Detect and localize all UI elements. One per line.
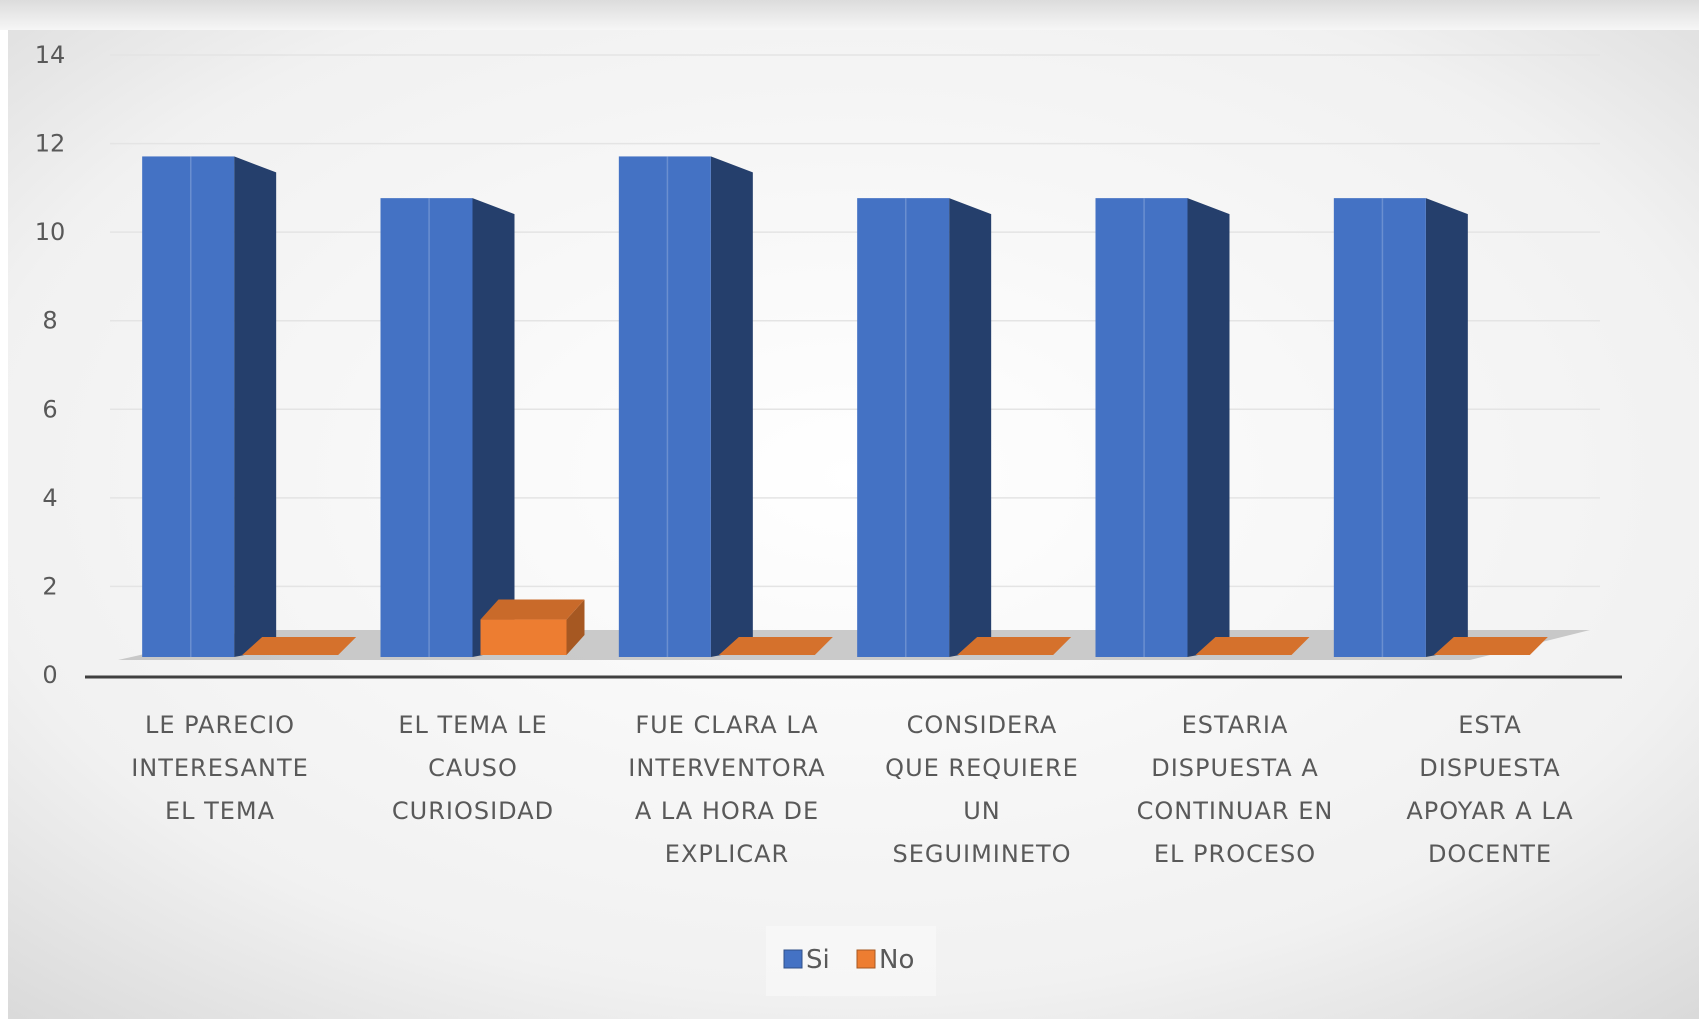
category-label-line: FUE CLARA LA: [635, 711, 818, 739]
legend: Si No: [766, 926, 936, 996]
category-label-line: CONSIDERA: [907, 711, 1058, 739]
bar-si-front: [857, 198, 950, 657]
bar-si-side: [234, 156, 277, 657]
category-label-line: UN: [963, 797, 1001, 825]
bar-si-highlight: [1381, 198, 1384, 657]
bar-si-front: [142, 156, 235, 657]
category-label-line: ESTARIA: [1182, 711, 1289, 739]
y-tick-label: 2: [42, 572, 57, 600]
category-label: LE PARECIO INTERESANTE EL TEMA: [131, 711, 309, 825]
bar-si-highlight: [1143, 198, 1145, 657]
bar-no: [718, 637, 833, 655]
bar-no-flat: [1195, 637, 1310, 655]
category-label: FUE CLARA LA INTERVENTORA A LA HORA DE EXPL…: [628, 711, 825, 868]
category-label-line: CAUSO: [428, 754, 518, 782]
category-label-line: EL TEMA: [165, 797, 275, 825]
bar-si: [618, 156, 753, 657]
bar-no: [1433, 637, 1548, 655]
category-label-line: QUE REQUIERE: [885, 754, 1079, 782]
legend-swatch: [856, 949, 876, 969]
bar-si-highlight: [905, 198, 907, 657]
bar-no: [242, 637, 357, 655]
category-label: EL TEMA LE CAUSO CURIOSIDAD: [392, 711, 554, 825]
category-label-line: INTERVENTORA: [628, 754, 825, 782]
bar-si-front: [380, 198, 473, 657]
y-tick-label: 14: [35, 41, 66, 69]
category-label: CONSIDERA QUE REQUIERE UN SEGUIMINETO: [885, 711, 1079, 868]
bar-no-flat: [718, 637, 833, 655]
bar-si-side: [472, 198, 515, 657]
category-label-line: ESTA: [1458, 711, 1522, 739]
bar-no: [957, 637, 1072, 655]
bar-si-front: [618, 156, 711, 657]
bar-si: [1095, 198, 1230, 657]
y-tick-label: 10: [35, 218, 66, 246]
bar-si-front: [1095, 198, 1188, 657]
bar-si-highlight: [190, 156, 192, 657]
bar-no: [1195, 637, 1310, 655]
category-label-line: APOYAR A LA: [1406, 797, 1573, 825]
bar-no-front: [480, 619, 567, 655]
category-label-line: A LA HORA DE: [635, 797, 819, 825]
bar-si: [142, 156, 277, 657]
category-label-line: EL PROCESO: [1154, 840, 1316, 868]
bar-si: [857, 198, 992, 657]
bar-no-flat: [242, 637, 357, 655]
bar-si-highlight: [428, 198, 430, 657]
category-label-line: INTERESANTE: [131, 754, 309, 782]
bars: [142, 156, 1548, 657]
category-label-line: DOCENTE: [1428, 840, 1552, 868]
category-label-line: DISPUESTA: [1419, 754, 1560, 782]
category-label-line: EL TEMA LE: [398, 711, 547, 739]
category-label-line: CONTINUAR EN: [1137, 797, 1334, 825]
legend-label: No: [879, 945, 914, 975]
top-strip: [0, 0, 1699, 30]
category-label-line: CURIOSIDAD: [392, 797, 554, 825]
bar-si-highlight: [666, 156, 669, 657]
category-label-line: DISPUESTA A: [1151, 754, 1319, 782]
bar-no: [480, 599, 585, 655]
bar-no-top: [480, 599, 585, 620]
bar-si-side: [949, 198, 992, 657]
category-label-line: SEGUIMINETO: [892, 840, 1071, 868]
bar-si: [380, 198, 515, 657]
bar-si: [1333, 198, 1468, 657]
category-label: ESTA DISPUESTA APOYAR A LA DOCENTE: [1406, 711, 1573, 868]
y-tick-label: 4: [42, 484, 57, 512]
gridlines: [110, 54, 1600, 588]
x-axis-category-labels: LE PARECIO INTERESANTE EL TEMA EL TEMA LE CA…: [131, 711, 1573, 868]
bar-si-side: [1187, 198, 1230, 657]
bar-no-flat: [957, 637, 1072, 655]
y-tick-label: 6: [42, 395, 57, 423]
bar-si-front: [1333, 198, 1426, 657]
bar-si-side: [710, 156, 753, 657]
y-tick-label: 8: [42, 307, 57, 335]
category-label-line: EXPLICAR: [665, 840, 789, 868]
category-label: ESTARIA DISPUESTA A CONTINUAR EN EL PROCESO: [1137, 711, 1334, 868]
y-tick-label: 12: [35, 130, 66, 158]
y-tick-label: 0: [42, 661, 57, 689]
legend-swatch: [783, 949, 803, 969]
legend-label: Si: [806, 945, 830, 975]
bar-si-side: [1425, 198, 1468, 657]
bar-no-flat: [1433, 637, 1548, 655]
y-axis-tick-labels: 0 2 4 6 8 10 12 14: [35, 41, 66, 689]
category-label-line: LE PARECIO: [145, 711, 295, 739]
bar-no-side: [566, 599, 585, 655]
